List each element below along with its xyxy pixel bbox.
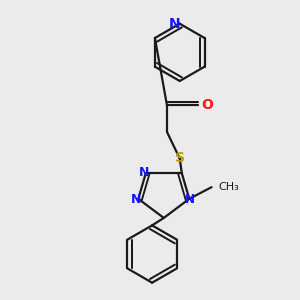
Text: S: S [175, 152, 185, 166]
Text: CH₃: CH₃ [218, 182, 239, 192]
Text: N: N [138, 166, 149, 179]
Text: N: N [131, 194, 141, 206]
Text: O: O [201, 98, 213, 112]
Text: N: N [169, 17, 180, 31]
Text: N: N [185, 194, 195, 206]
